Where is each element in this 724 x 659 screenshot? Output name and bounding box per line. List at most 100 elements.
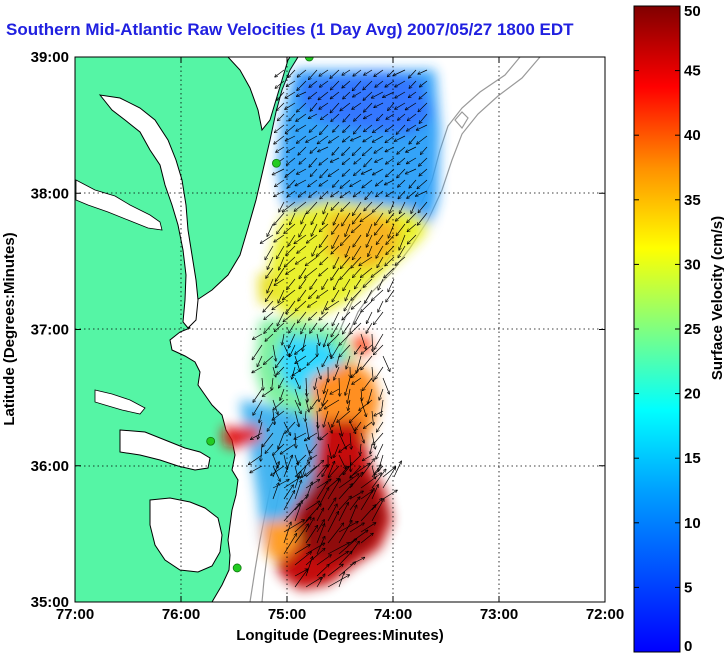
velocity-vector xyxy=(373,201,384,212)
velocity-vector xyxy=(327,421,332,433)
velocity-vector xyxy=(340,179,351,188)
velocity-vector xyxy=(276,267,285,281)
velocity-vector xyxy=(308,179,318,187)
velocity-vector xyxy=(364,201,373,211)
velocity-vector xyxy=(303,333,307,351)
velocity-vector xyxy=(283,421,291,435)
velocity-vector xyxy=(288,234,296,246)
chart-title: Southern Mid-Atlantic Raw Velocities (1 … xyxy=(6,20,574,39)
velocity-vector xyxy=(253,399,263,415)
velocity-vector xyxy=(297,102,307,112)
velocity-vector xyxy=(382,468,395,489)
velocity-vector xyxy=(395,91,406,98)
velocity-vector xyxy=(372,333,373,351)
velocity-vector xyxy=(280,443,296,454)
velocity-vector xyxy=(284,256,296,267)
velocity-vector xyxy=(311,212,318,224)
velocity-vector xyxy=(382,355,390,371)
velocity-vector xyxy=(386,113,395,119)
velocity-vector xyxy=(398,157,406,165)
velocity-vector xyxy=(374,311,384,324)
velocity-vector xyxy=(345,223,351,236)
velocity-vector xyxy=(418,102,428,112)
velocity-vector xyxy=(258,421,263,439)
velocity-vector xyxy=(306,135,318,142)
velocity-vector xyxy=(301,322,307,334)
velocity-vector xyxy=(345,289,351,301)
velocity-vector xyxy=(327,512,338,533)
velocity-vector xyxy=(344,300,351,311)
velocity-vector xyxy=(371,465,381,478)
velocity-vector xyxy=(367,223,373,236)
y-axis-ticks: 39:00 38:00 37:00 36:00 35:00 xyxy=(31,49,605,611)
velocity-vector xyxy=(355,421,362,430)
velocity-vector xyxy=(317,410,318,428)
velocity-vector xyxy=(360,212,373,222)
velocity-vector xyxy=(312,245,318,256)
velocity-vector xyxy=(375,157,384,162)
velocity-vector xyxy=(338,421,342,436)
x-axis-ticks: 77:00 76:00 75:00 74:00 73:00 72:00 xyxy=(56,57,624,623)
chesapeake-bay xyxy=(98,94,199,329)
velocity-vector xyxy=(379,388,384,400)
velocity-vector xyxy=(309,157,318,167)
velocity-vector xyxy=(305,432,318,441)
velocity-vector xyxy=(265,245,274,260)
velocity-vector xyxy=(331,157,340,162)
station-marker xyxy=(304,57,314,62)
velocity-vector xyxy=(286,267,296,274)
velocity-vector xyxy=(351,289,362,300)
velocity-vector xyxy=(305,557,313,577)
velocity-vector xyxy=(398,245,406,258)
velocity-vector xyxy=(323,212,329,224)
chesapeake-west-shore-inlet xyxy=(75,179,163,231)
velocity-vector xyxy=(289,333,296,348)
velocity-vector xyxy=(371,485,378,500)
velocity-vector xyxy=(294,399,301,414)
velocity-vector xyxy=(398,190,406,199)
velocity-vector xyxy=(374,410,384,416)
velocity-vector xyxy=(275,80,285,88)
y-axis-label: Latitude (Degrees:Minutes) xyxy=(1,232,18,425)
velocity-vector xyxy=(299,157,307,164)
velocity-vector xyxy=(310,168,318,176)
velocity-vector xyxy=(265,443,274,453)
velocity-vector xyxy=(354,311,362,324)
velocity-vector xyxy=(309,289,318,298)
velocity-vector xyxy=(319,234,329,247)
velocity-vector xyxy=(360,333,366,349)
velocity-vector xyxy=(317,245,329,256)
velocity-vector xyxy=(251,432,263,439)
velocity-vector xyxy=(327,344,331,357)
velocity-vector xyxy=(362,168,373,174)
velocity-vector xyxy=(370,443,372,454)
velocity-vector xyxy=(279,256,285,270)
velocity-vector xyxy=(327,564,343,577)
velocity-vector xyxy=(349,523,364,533)
velocity-vector xyxy=(266,289,274,301)
velocity-vector xyxy=(265,333,274,341)
velocity-vector xyxy=(321,113,329,120)
velocity-vector xyxy=(411,201,417,213)
velocity-vector xyxy=(301,212,307,224)
velocity-vector xyxy=(249,454,263,465)
velocity-vector xyxy=(385,256,395,266)
velocity-vector xyxy=(349,421,356,433)
velocity-vector xyxy=(364,157,373,167)
velocity-vector xyxy=(327,479,340,500)
velocity-vector xyxy=(417,124,428,130)
velocity-vector xyxy=(294,463,309,478)
velocity-vector xyxy=(250,465,263,473)
velocity-vector xyxy=(327,575,349,588)
velocity-vector xyxy=(294,501,302,522)
velocity-vector xyxy=(360,533,373,544)
velocity-vector xyxy=(272,344,276,361)
velocity-vector xyxy=(287,146,296,152)
velocity-vector xyxy=(389,201,395,213)
velocity-vector xyxy=(395,80,406,87)
velocity-vector xyxy=(374,102,384,107)
velocity-vector xyxy=(377,421,384,432)
velocity-vector xyxy=(318,91,329,100)
velocity-vector xyxy=(320,80,329,87)
velocity-vector xyxy=(297,91,307,96)
